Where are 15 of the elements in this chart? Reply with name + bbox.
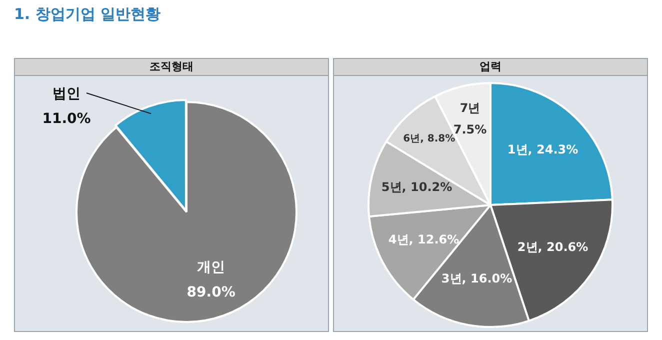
slice-label: 법인 [52,86,80,102]
slice-label: 개인 [197,259,226,276]
slice-label: 5년, 10.2% [381,180,452,194]
slice-label: 4년, 12.6% [388,232,460,247]
chart-title: 업력 [334,59,647,76]
slice-label: 6년, 8.8% [403,133,456,144]
data-label: 89.0% [186,284,236,301]
data-label: 11.0% [42,111,91,128]
data-label: 7.5% [453,122,487,137]
slice-label: 1년, 24.3% [507,142,578,156]
text: 1. 창업기업 일반현황 [14,5,161,24]
slice-label: 2년, 20.6% [517,240,588,254]
slice-label: 7년 [460,100,480,115]
chart-title: 조직형태 [15,59,328,76]
slice-label: 3년, 16.0% [441,272,512,286]
